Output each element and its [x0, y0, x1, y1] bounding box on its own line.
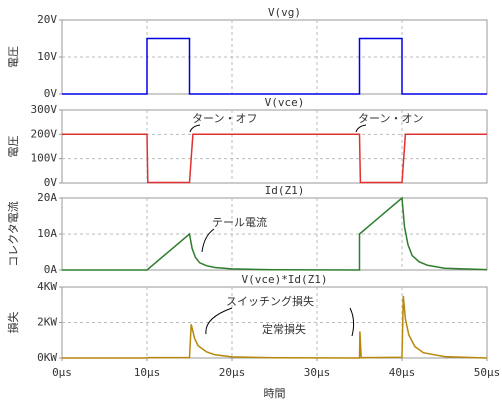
x-tick-label: 10µs — [134, 366, 161, 379]
x-tick-label: 40µs — [389, 366, 416, 379]
annotation: ターン・オン — [358, 112, 423, 125]
x-tick-label: 0µs — [52, 366, 72, 379]
panel-title: Id(Z1) — [265, 184, 305, 197]
y-tick-label: 20V — [37, 13, 57, 26]
y-tick-label: 0V — [44, 87, 58, 100]
y-tick-label: 0A — [44, 263, 58, 276]
y-tick-label: 2KW — [37, 316, 57, 329]
x-tick-label: 30µs — [304, 366, 331, 379]
annotation: ターン・オフ — [192, 112, 257, 125]
annotation-arrow — [201, 228, 215, 253]
annotation-arrow — [189, 124, 201, 133]
y-tick-label: 300V — [31, 103, 58, 116]
annotation: テール電流 — [212, 215, 267, 229]
plot-area — [61, 109, 488, 184]
panel-title: V(vce)*Id(Z1) — [241, 273, 327, 286]
series-line — [62, 133, 487, 184]
y-tick-label: 0KW — [37, 351, 57, 364]
y-tick-label: 200V — [31, 127, 58, 140]
y-axis-label: 電圧 — [7, 46, 20, 68]
series-line — [62, 196, 488, 271]
y-tick-label: 10V — [37, 50, 57, 63]
x-axis-label: 時間 — [264, 387, 286, 400]
y-axis-label: 損失 — [6, 312, 20, 334]
x-tick-label: 50µs — [474, 366, 501, 379]
y-tick-label: 0V — [44, 176, 58, 189]
series-line — [62, 295, 488, 359]
y-axis-label: 電圧 — [7, 136, 20, 158]
annotation-arrow — [205, 307, 355, 337]
y-tick-label: 10A — [37, 227, 57, 240]
y-tick-label: 20A — [37, 191, 57, 204]
y-tick-label: 100V — [31, 152, 58, 165]
annotation: スイッチング損失 — [226, 294, 314, 308]
y-tick-label: 4KW — [37, 280, 57, 293]
panel-title: V(vg) — [268, 6, 301, 19]
series-line — [62, 37, 487, 95]
y-axis-label: コレクタ電流 — [6, 201, 20, 267]
annotation: 定常損失 — [262, 322, 306, 336]
annotation-arrow — [355, 124, 367, 133]
x-tick-label: 20µs — [219, 366, 246, 379]
panel-title: V(vce) — [265, 96, 305, 109]
